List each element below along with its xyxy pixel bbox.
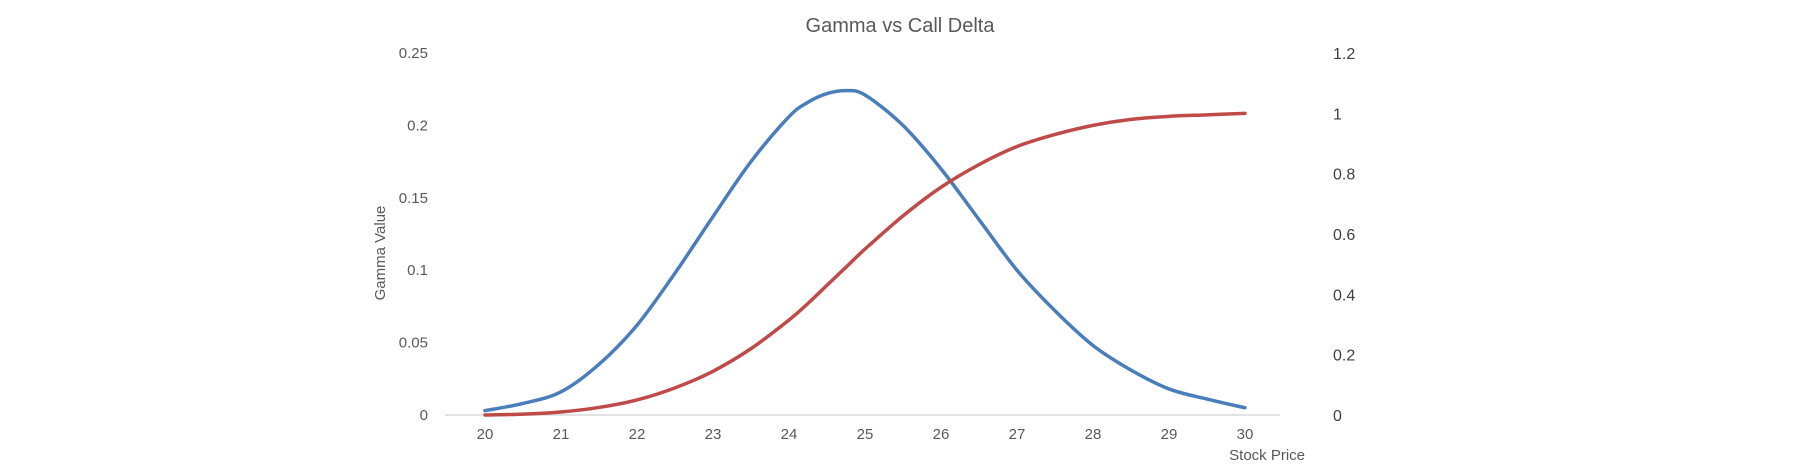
y2-tick-label: 0.2 [1333, 348, 1355, 365]
x-tick-label: 26 [933, 426, 950, 443]
y2-tick-label: 0.6 [1333, 227, 1355, 244]
x-tick-label: 23 [705, 426, 722, 443]
y2-tick-label: 1 [1333, 106, 1342, 123]
chart-title: Gamma vs Call Delta [806, 15, 996, 37]
y2-tick-label: 0.8 [1333, 167, 1355, 184]
gamma-series-line [483, 88, 1247, 413]
series-lines [483, 88, 1247, 417]
x-tick-label: 22 [629, 426, 646, 443]
y-tick-label: 0.25 [399, 45, 428, 62]
y-axis-left-ticks: 0 0.05 0.1 0.15 0.2 0.25 [399, 45, 428, 424]
y2-tick-label: 0 [1333, 408, 1342, 425]
x-tick-label: 27 [1009, 426, 1026, 443]
y2-tick-label: 0.4 [1333, 287, 1355, 304]
y-axis-right-ticks: 0 0.2 0.4 0.6 0.8 1 1.2 [1333, 46, 1355, 425]
y-tick-label: 0.15 [399, 190, 428, 207]
x-tick-label: 20 [477, 426, 494, 443]
x-tick-label: 28 [1085, 426, 1102, 443]
y-tick-label: 0.2 [407, 117, 428, 134]
x-tick-label: 21 [553, 426, 570, 443]
x-tick-label: 29 [1161, 426, 1178, 443]
y-axis-title: Gamma Value [372, 206, 389, 301]
x-tick-label: 30 [1237, 426, 1254, 443]
x-axis-ticks: 20 21 22 23 24 25 26 27 28 29 30 [477, 426, 1254, 443]
y2-tick-label: 1.2 [1333, 46, 1355, 63]
y-tick-label: 0.05 [399, 335, 428, 352]
x-tick-label: 25 [857, 426, 874, 443]
x-axis-title: Stock Price [1229, 447, 1305, 464]
x-tick-label: 24 [781, 426, 798, 443]
y-tick-label: 0 [420, 407, 428, 424]
call-delta-series-line [483, 111, 1247, 417]
y-tick-label: 0.1 [407, 262, 428, 279]
